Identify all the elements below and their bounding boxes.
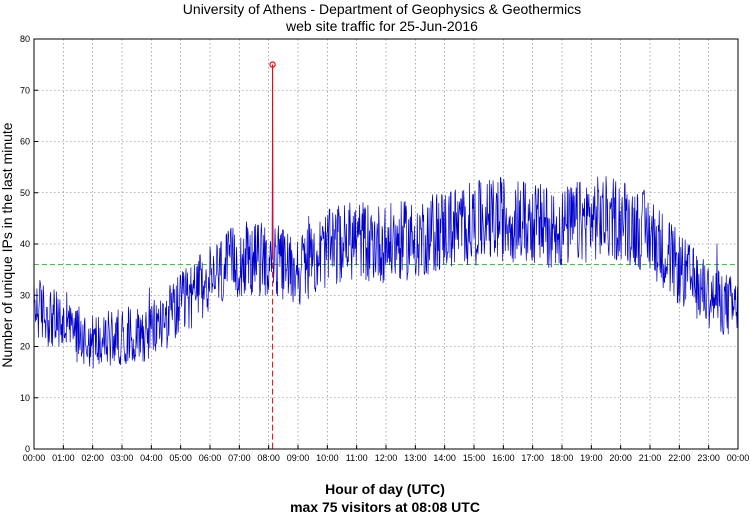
x-tick-label: 00:00 <box>727 453 750 463</box>
traffic-series-line <box>33 64 739 369</box>
x-axis-label: Hour of day (UTC) <box>325 481 445 497</box>
x-tick-label: 16:00 <box>492 453 515 463</box>
x-tick-label: 03:00 <box>111 453 134 463</box>
x-tick-label: 01:00 <box>52 453 75 463</box>
x-tick-label: 22:00 <box>668 453 691 463</box>
x-tick-label: 11:00 <box>346 453 368 463</box>
x-tick-labels: 00:00 01:00 02:00 03:00 04:00 05:00 06:00 07:00… <box>23 453 750 463</box>
x-tick-label: 12:00 <box>375 453 398 463</box>
y-tick-label: 60 <box>20 137 30 147</box>
x-tick-label: 08:00 <box>257 453 280 463</box>
x-tick-label: 00:00 <box>23 453 46 463</box>
x-tick-label: 18:00 <box>551 453 574 463</box>
y-tick-label: 20 <box>20 342 30 352</box>
y-tick-label: 10 <box>20 393 30 403</box>
y-tick-label: 80 <box>20 34 30 44</box>
x-tick-label: 14:00 <box>433 453 456 463</box>
x-tick-label: 04:00 <box>140 453 163 463</box>
chart-title: University of Athens - Department of Geo… <box>183 1 581 17</box>
x-tick-label: 23:00 <box>697 453 720 463</box>
max-point <box>269 61 276 68</box>
y-tick-label: 40 <box>20 239 30 249</box>
y-tick-label: 30 <box>20 290 30 300</box>
x-tick-label: 05:00 <box>169 453 192 463</box>
x-tick-label: 09:00 <box>287 453 310 463</box>
x-tick-label: 21:00 <box>639 453 662 463</box>
max-annotation: max 75 visitors at 08:08 UTC <box>290 499 480 515</box>
series-layer <box>33 64 739 369</box>
max-marker-layer <box>269 61 276 449</box>
x-tick-label: 17:00 <box>521 453 544 463</box>
x-tick-label: 02:00 <box>81 453 104 463</box>
x-tick-label: 19:00 <box>580 453 603 463</box>
x-tick-label: 06:00 <box>199 453 222 463</box>
plot-frame <box>33 38 739 450</box>
y-tick-label: 50 <box>20 188 30 198</box>
y-tick-label: 0 <box>25 444 30 454</box>
x-tick-label: 20:00 <box>609 453 632 463</box>
y-tick-labels: 0 10 20 30 40 50 60 70 80 <box>20 34 30 454</box>
x-tick-label: 07:00 <box>228 453 251 463</box>
x-tick-label: 15:00 <box>463 453 486 463</box>
x-tick-label: 13:00 <box>404 453 427 463</box>
chart-subtitle: web site traffic for 25-Jun-2016 <box>285 18 478 34</box>
x-tick-label: 10:00 <box>316 453 339 463</box>
y-axis-label: Number of unique IPs in the last minute <box>0 122 15 367</box>
y-tick-label: 70 <box>20 85 30 95</box>
